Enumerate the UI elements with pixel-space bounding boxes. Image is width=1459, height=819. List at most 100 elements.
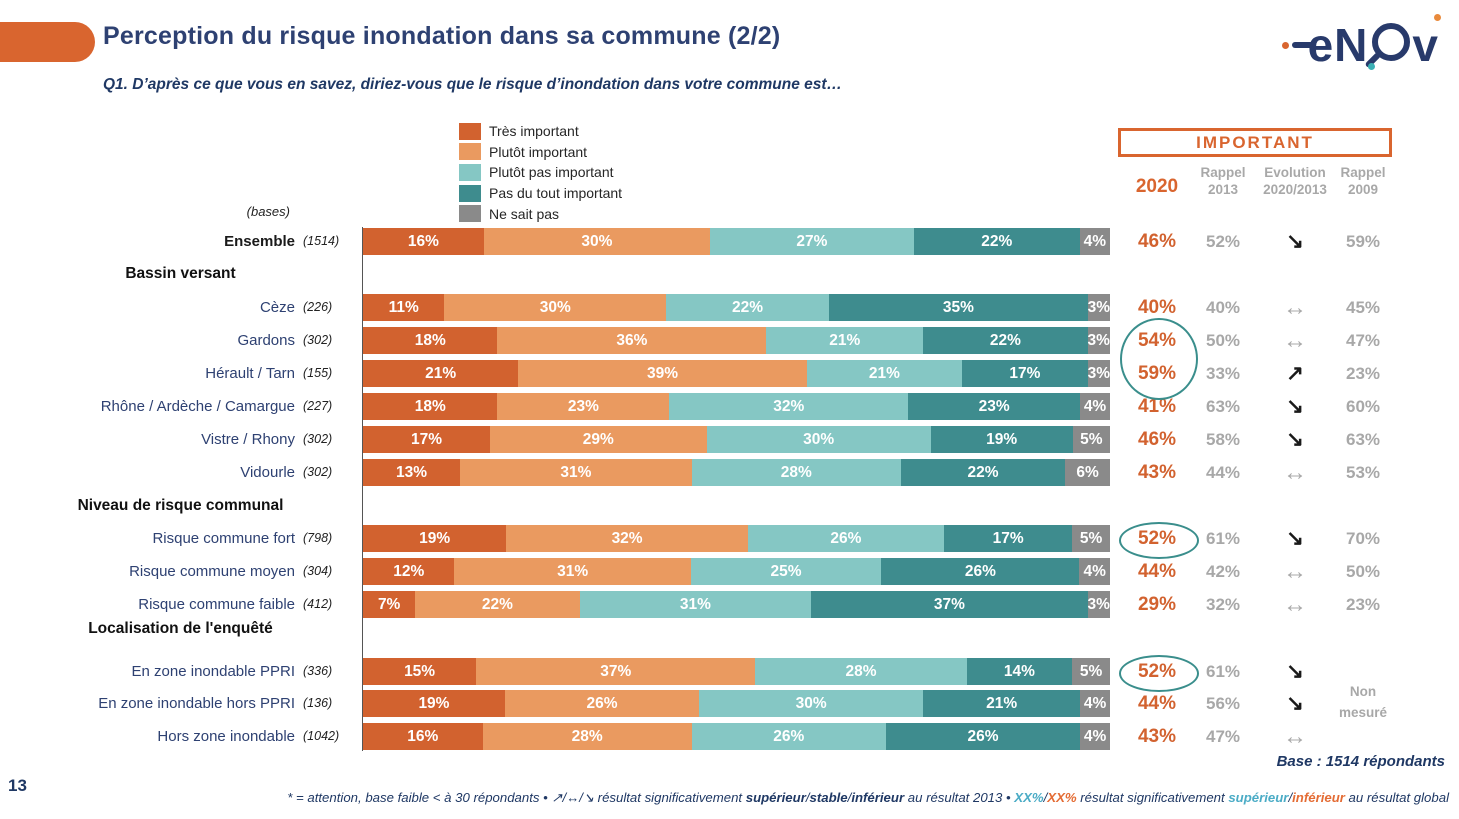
bar-segment: 30%	[706, 426, 931, 453]
bar-segment-value: 22%	[481, 595, 513, 613]
bar-segment-value: 28%	[571, 727, 603, 745]
value-2020-risque-moyen: 44%	[1137, 561, 1177, 582]
bar-segment: 32%	[506, 525, 748, 552]
footnote-part: supérieur	[1228, 790, 1289, 805]
bar-segment: 11%	[363, 294, 445, 321]
value-rappel-2009: 23%	[1345, 364, 1381, 383]
row-base: (155)	[303, 366, 333, 380]
value-rappel-2013: 44%	[1205, 463, 1241, 482]
row-label-risque-faible: Risque commune faible	[138, 596, 295, 613]
logo-orange-left-dot	[1281, 41, 1289, 49]
evolution-arrow-stable: ↔	[1262, 327, 1328, 357]
up-arrow-icon: ↗	[1286, 362, 1304, 385]
footnote-part: inférieur	[851, 790, 905, 805]
value-rappel-2009: 23%	[1345, 595, 1381, 614]
value-rappel-2013: 32%	[1205, 595, 1241, 614]
bar-segment: 28%	[691, 459, 901, 486]
bar-segment-value: 17%	[410, 430, 442, 448]
bar-segment: 3%	[1088, 360, 1110, 387]
bar-segment: 5%	[1072, 658, 1110, 685]
down-arrow-icon: ↘	[1286, 428, 1304, 451]
bar-segment-value: 22%	[989, 331, 1021, 349]
bar-segment-value: 35%	[942, 298, 974, 316]
row-base: (227)	[303, 399, 333, 413]
bar-segment-value: 37%	[933, 595, 965, 613]
page-title: Perception du risque inondation dans sa …	[103, 22, 781, 50]
legend-swatch	[459, 143, 481, 161]
bar-segment: 18%	[363, 393, 498, 420]
stable-arrow-icon: ↔	[1283, 723, 1307, 750]
bar-segment: 16%	[363, 228, 484, 255]
bar-segment: 22%	[913, 228, 1080, 255]
bar-segment-value: 7%	[377, 595, 401, 613]
evolution-arrow-stable: ↔	[1262, 294, 1328, 324]
stable-arrow-icon: ↔	[1283, 294, 1307, 321]
legend-item: Plutôt important	[459, 142, 622, 163]
bar-segment: 19%	[363, 525, 507, 552]
value-rappel-2013: 33%	[1205, 364, 1241, 383]
bar-segment-value: 22%	[732, 298, 764, 316]
value-2020-hors-zone: 43%	[1137, 726, 1177, 747]
section-header: Niveau de risque communal	[77, 497, 284, 514]
bar-segment-value: 21%	[868, 364, 900, 382]
row-label-vistre-rhony: Vistre / Rhony	[201, 431, 295, 448]
row-label-ensemble: Ensemble	[224, 233, 295, 250]
footnote-part: /	[847, 790, 852, 805]
bar-segment: 22%	[666, 294, 829, 321]
bar-segment-value: 13%	[396, 463, 428, 481]
stable-arrow-icon: ↔	[1283, 327, 1307, 354]
bar-segment: 30%	[444, 294, 667, 321]
bar-segment-value: 31%	[679, 595, 711, 613]
bar-segment: 4%	[1080, 690, 1110, 717]
bar-segment-value: 18%	[414, 397, 446, 415]
legend-label: Plutôt important	[489, 143, 588, 160]
bar-segment-value: 4%	[1083, 232, 1107, 250]
column-header-evolution: Evolution 2020/2013	[1263, 165, 1327, 197]
bar-segment-value: 26%	[830, 529, 862, 547]
base-note: Base : 1514 répondants	[1276, 753, 1445, 770]
row-base: (304)	[303, 564, 333, 578]
bar-row-hors-zone: 16% 28% 26% 26% 4%	[363, 723, 1110, 750]
bar-segment-value: 11%	[388, 298, 419, 316]
bar-segment-value: 30%	[581, 232, 613, 250]
stable-arrow-icon: ↔	[1283, 459, 1307, 486]
bar-segment-value: 39%	[647, 364, 679, 382]
bar-segment: 18%	[363, 327, 498, 354]
chart-legend: Très important Plutôt important Plutôt pas…	[459, 121, 622, 224]
bar-segment: 17%	[962, 360, 1088, 387]
bar-segment-value: 26%	[773, 727, 805, 745]
footnote-part: inférieur	[1292, 790, 1345, 805]
bar-segment-value: 15%	[404, 662, 436, 680]
bar-segment: 23%	[497, 393, 670, 420]
bar-segment-value: 4%	[1083, 397, 1107, 415]
bar-segment: 17%	[943, 525, 1073, 552]
down-arrow-icon: ↘	[1286, 660, 1304, 683]
logo-letters-left: eN	[1307, 19, 1369, 71]
down-arrow-icon: ↘	[1286, 395, 1304, 418]
bar-segment-value: 32%	[773, 397, 805, 415]
chart-axis-line	[362, 227, 363, 751]
bar-segment: 19%	[930, 426, 1073, 453]
bar-segment-value: 36%	[616, 331, 648, 349]
legend-label: Ne sait pas	[489, 205, 560, 222]
legend-label: Plutôt pas important	[489, 164, 614, 181]
value-rappel-2013: 58%	[1205, 430, 1241, 449]
column-header-2020: 2020	[1135, 176, 1179, 197]
down-arrow-icon: ↘	[1286, 230, 1304, 253]
bar-segment: 27%	[710, 228, 914, 255]
bar-segment: 29%	[489, 426, 707, 453]
bar-row-zone-hors-ppri: 19% 26% 30% 21% 4%	[363, 690, 1110, 717]
value-rappel-2009: 53%	[1345, 463, 1381, 482]
bar-row-risque-faible: 7% 22% 31% 37% 3%	[363, 591, 1110, 618]
not-measured-note: Non mesuré	[1338, 684, 1388, 720]
evolution-arrow-down: ↘	[1262, 228, 1328, 257]
bar-segment-value: 18%	[414, 331, 446, 349]
value-rappel-2013: 63%	[1205, 397, 1241, 416]
bar-segment-value: 30%	[795, 694, 827, 712]
bar-segment-value: 3%	[1087, 331, 1110, 349]
column-header-rappel-2013: Rappel 2013	[1200, 165, 1246, 197]
bar-segment: 37%	[476, 658, 756, 685]
question-text: Q1. D’après ce que vous en savez, diriez…	[103, 76, 843, 93]
bar-segment-value: 29%	[582, 430, 614, 448]
row-base: (1514)	[303, 234, 340, 248]
